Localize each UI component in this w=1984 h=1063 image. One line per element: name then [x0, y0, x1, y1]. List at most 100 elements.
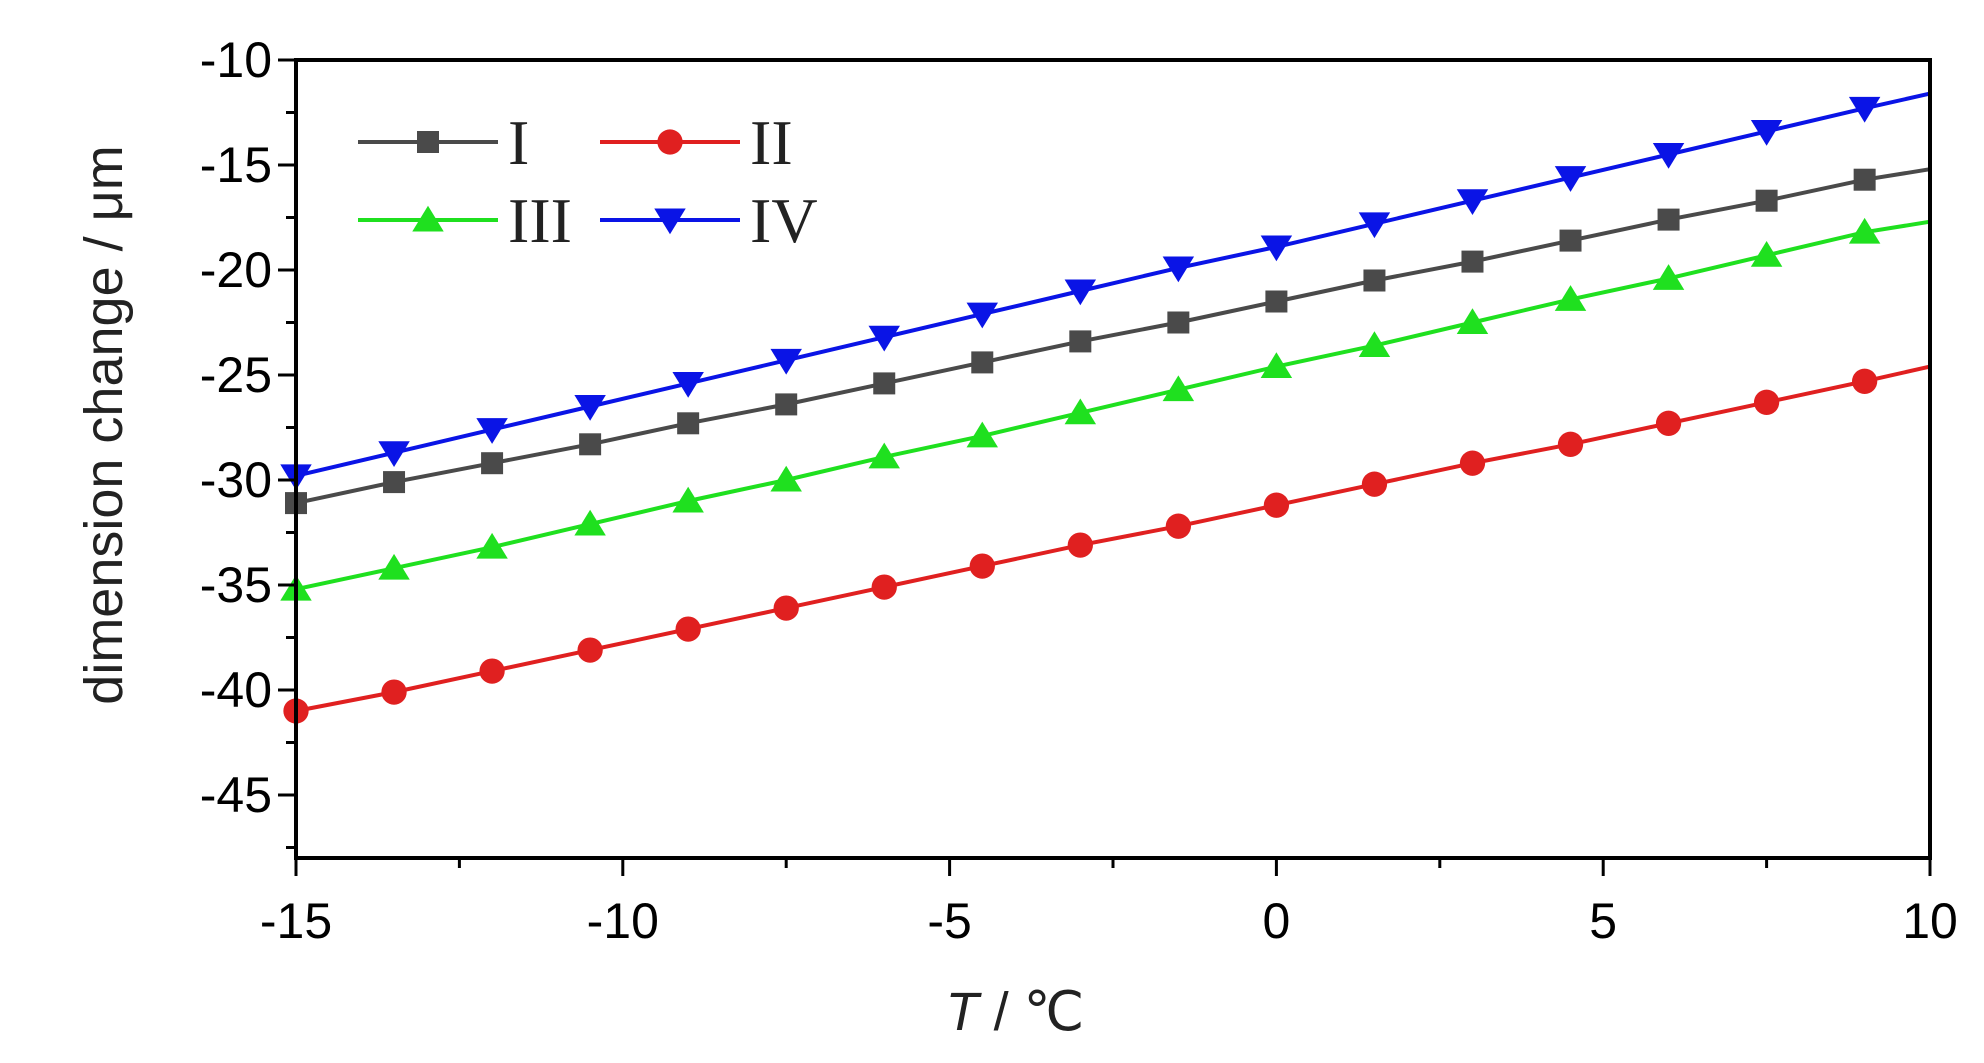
legend-item-iv: IV: [600, 185, 818, 256]
data-point-iv: [476, 418, 508, 444]
data-point-i: [1461, 250, 1484, 273]
data-point-iv: [1358, 212, 1391, 239]
data-point-i: [1265, 290, 1288, 313]
y-tick-label: -20: [200, 242, 272, 298]
series-line-i: [295, 167, 1931, 506]
data-point-iv: [1848, 96, 1881, 123]
data-point-ii: [1361, 471, 1388, 497]
data-point-ii: [1459, 450, 1486, 476]
data-point-ii: [1263, 492, 1290, 518]
data-point-i: [481, 452, 504, 475]
data-point-iv: [672, 371, 704, 398]
axes-layer: -15 -10 -5 0 5 10 -10 -15 -20 -25 -30 -35 -40 -45: [200, 32, 1958, 949]
y-axis-title: dimension change / μm: [74, 145, 134, 704]
data-point-i: [677, 412, 700, 435]
data-point-ii: [577, 637, 603, 663]
series-iii: [280, 217, 1931, 601]
data-point-iv: [378, 441, 410, 467]
legend-item-iii: III: [358, 185, 572, 256]
data-point-i: [1755, 189, 1778, 212]
legend-label: III: [508, 185, 572, 256]
data-point-ii: [1851, 368, 1878, 394]
y-tick-label: -45: [200, 767, 272, 823]
data-point-i: [1167, 311, 1190, 334]
data-point-iii: [574, 509, 606, 536]
data-point-iii: [378, 553, 410, 580]
data-point-iv: [1064, 279, 1097, 306]
plot-frame: [294, 58, 1932, 860]
data-point-iii: [672, 486, 704, 513]
data-point-ii: [1655, 410, 1682, 436]
data-point-iv: [1162, 256, 1195, 283]
data-point-ii: [381, 679, 407, 705]
y-tick-label: -30: [200, 452, 272, 508]
data-point-iv: [868, 325, 900, 352]
x-tick-label: -15: [260, 893, 332, 949]
data-point-i: [1069, 330, 1092, 353]
data-point-i: [971, 351, 994, 374]
data-point-iii: [1652, 264, 1685, 290]
legend-label: IV: [750, 185, 818, 256]
legend-item-ii: II: [600, 107, 793, 178]
y-tick-label: -10: [200, 32, 272, 88]
series-i: [285, 167, 1931, 515]
series-line-iv: [295, 91, 1931, 478]
data-point-iv: [1750, 119, 1783, 146]
data-point-iii: [1162, 375, 1195, 402]
legend-swatch-marker: [412, 205, 444, 232]
x-tick-label: -5: [927, 893, 971, 949]
data-point-iii: [1260, 352, 1293, 379]
data-point-iii: [966, 421, 999, 448]
data-point-iv: [574, 395, 606, 421]
data-point-iv: [1554, 166, 1587, 192]
data-point-ii: [773, 595, 799, 621]
data-point-i: [1657, 208, 1680, 231]
legend-swatch-marker: [417, 131, 439, 153]
data-point-i: [775, 393, 798, 416]
data-point-ii: [969, 553, 995, 579]
data-point-ii: [1067, 532, 1093, 558]
y-tick-label: -35: [200, 557, 272, 613]
data-point-i: [1559, 229, 1582, 252]
y-tick-label: -15: [200, 137, 272, 193]
data-point-ii: [1557, 431, 1584, 457]
data-point-iii: [1064, 398, 1097, 425]
data-point-iv: [1456, 189, 1489, 215]
data-point-ii: [479, 658, 505, 684]
x-axis-title-unit: / ℃: [979, 982, 1085, 1042]
data-point-i: [1363, 269, 1386, 292]
x-tick-label: 0: [1262, 893, 1290, 949]
legend-label: II: [750, 107, 793, 178]
data-point-i: [1853, 168, 1876, 191]
x-tick-label: 10: [1902, 893, 1958, 949]
data-point-ii: [871, 574, 897, 600]
series-iv: [280, 91, 1931, 491]
data-point-iii: [476, 532, 508, 559]
data-point-iii: [770, 465, 802, 492]
data-point-ii: [1753, 389, 1780, 415]
data-point-iii: [1456, 308, 1489, 334]
data-point-i: [383, 471, 406, 494]
legend-item-i: I: [358, 107, 529, 178]
legend-label: I: [508, 107, 529, 178]
data-point-iv: [1652, 143, 1685, 169]
data-point-iii: [1358, 331, 1391, 358]
data-point-iii: [1554, 285, 1587, 311]
legend-swatch-marker: [657, 129, 683, 155]
data-point-iii: [1750, 241, 1783, 267]
series-layer: [280, 91, 1931, 724]
data-point-iii: [1848, 217, 1881, 244]
data-point-i: [579, 433, 602, 456]
data-point-ii: [675, 616, 701, 642]
legend-swatch-marker: [654, 208, 686, 235]
x-tick-label: 5: [1589, 893, 1617, 949]
x-axis-title: T / ℃: [946, 982, 1085, 1042]
y-tick-label: -40: [200, 662, 272, 718]
data-point-i: [873, 372, 896, 395]
y-tick-label: -25: [200, 347, 272, 403]
data-point-iv: [770, 348, 802, 375]
data-point-iv: [1260, 235, 1293, 262]
series-line-iii: [295, 219, 1931, 592]
